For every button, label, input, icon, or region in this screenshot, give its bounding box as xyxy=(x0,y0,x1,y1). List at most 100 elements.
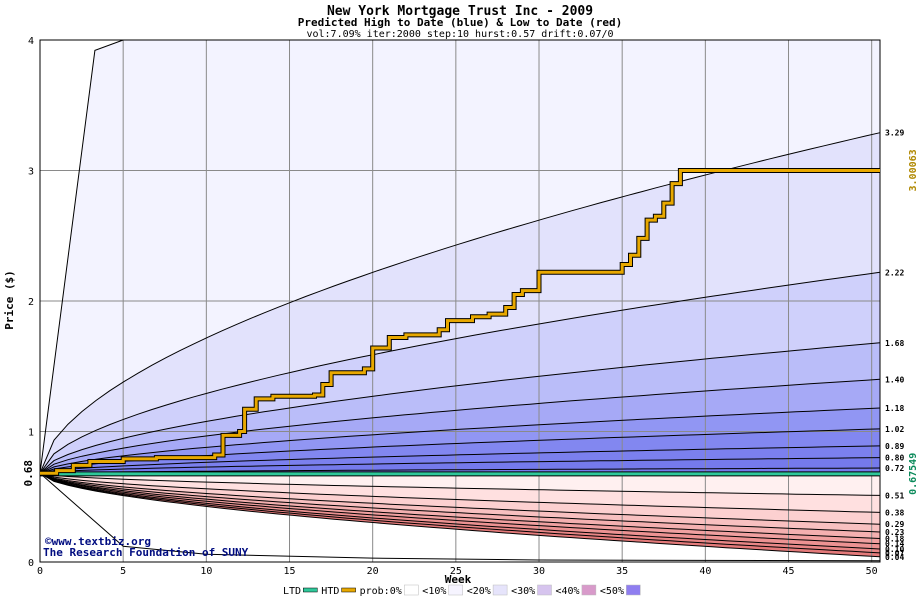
quantile-end-label: 1.68 xyxy=(885,339,904,348)
x-tick-label: 5 xyxy=(120,566,126,577)
ltd-value-label: 0.67549 xyxy=(908,453,919,495)
low-quantile-line-2 xyxy=(39,472,881,525)
start-price-label: 0.68 xyxy=(22,460,35,487)
quantile-end-label: 0.72 xyxy=(885,464,904,473)
legend-label: prob:0% xyxy=(360,586,402,597)
quantile-end-label: 1.02 xyxy=(885,425,904,434)
legend-swatch xyxy=(626,584,641,596)
x-tick-label: 50 xyxy=(866,566,878,577)
x-tick-label: 10 xyxy=(200,566,212,577)
high-quantile-line-2 xyxy=(39,342,881,474)
x-tick-label: 35 xyxy=(616,566,628,577)
legend-label: LTD xyxy=(283,586,301,597)
quantile-end-label: 0.89 xyxy=(885,442,904,451)
htd-value-label: 3.00063 xyxy=(908,149,919,191)
legend-label: <10% xyxy=(422,586,446,597)
legend-swatch xyxy=(448,584,463,596)
high-band-2 xyxy=(40,272,880,474)
high-quantile-line-0 xyxy=(39,132,881,474)
chart-title: New York Mortgage Trust Inc - 2009 xyxy=(327,4,593,19)
legend-swatch xyxy=(581,584,597,596)
x-tick-label: 30 xyxy=(533,566,545,577)
chart-subtitle: Predicted High to Date (blue) & Low to D… xyxy=(298,16,623,29)
x-tick-label: 15 xyxy=(283,566,295,577)
legend-swatch xyxy=(404,584,419,596)
quantile-end-label: 1.18 xyxy=(885,404,904,413)
high-band-0 xyxy=(40,40,880,474)
y-tick-label: 0 xyxy=(28,558,34,569)
watermark-org: The Research Foundation of SUNY xyxy=(43,546,249,559)
plot-area: 0 5 10 15 20 25 30 35 40 45 50 0 1 2 3 4 3.29 2.22 1.68 1.4… xyxy=(22,36,919,577)
y-tick-label: 2 xyxy=(28,297,34,308)
legend-label: <20% xyxy=(467,586,491,597)
legend-label: <40% xyxy=(556,586,580,597)
low-band-1 xyxy=(40,473,880,513)
x-tick-label: 0 xyxy=(37,566,43,577)
low-quantile-line-4 xyxy=(39,472,881,539)
high-band-8 xyxy=(40,457,880,474)
quantile-end-label: 0.38 xyxy=(885,508,904,517)
quantile-end-label: 0.10 xyxy=(885,545,904,554)
quantile-end-label: 0.23 xyxy=(885,528,904,537)
high-quantile-line-6 xyxy=(39,445,881,474)
low-quantile-line-1 xyxy=(39,472,881,513)
low-envelope-line xyxy=(39,472,881,562)
high-quantile-line-4 xyxy=(39,407,881,474)
low-band-tail xyxy=(40,473,880,561)
quantile-end-label: 2.22 xyxy=(885,268,904,277)
y-tick-label: 3 xyxy=(28,167,34,178)
low-band-0 xyxy=(40,473,880,496)
x-tick-label: 20 xyxy=(367,566,379,577)
legend: LTD HTD prob:0% <10% <20% <30% <40% <50% xyxy=(283,584,641,597)
low-band-2 xyxy=(40,473,880,525)
legend-swatch xyxy=(537,584,552,596)
plot-frame xyxy=(39,39,881,563)
quantile-end-label: 0.29 xyxy=(885,520,904,529)
legend-label: <30% xyxy=(511,586,535,597)
quantile-end-label: 3.29 xyxy=(885,129,904,138)
low-quantile-line-5 xyxy=(39,472,881,545)
high-band-5 xyxy=(40,408,880,474)
low-band-3 xyxy=(40,473,880,532)
high-quantile-line-3 xyxy=(39,378,881,474)
high-quantile-line-1 xyxy=(39,271,881,474)
quantile-end-label: 0.07 xyxy=(885,549,904,558)
x-tick-label: 25 xyxy=(450,566,462,577)
x-tick-label: 45 xyxy=(782,566,794,577)
quantile-end-label: 1.40 xyxy=(885,375,904,384)
legend-label: HTD xyxy=(321,586,339,597)
legend-swatch xyxy=(341,587,356,593)
htd-line xyxy=(40,169,880,475)
low-quantile-line-3 xyxy=(39,472,881,533)
low-quantile-line-7 xyxy=(39,472,881,554)
high-band-4 xyxy=(40,379,880,474)
high-envelope-line xyxy=(39,39,124,474)
y-tick-label: 1 xyxy=(28,428,34,439)
low-band-5 xyxy=(40,473,880,544)
low-quantile-line-8 xyxy=(39,472,881,558)
legend-swatch xyxy=(303,587,318,593)
high-band-3 xyxy=(40,342,880,474)
quantile-end-label: 0.51 xyxy=(885,491,904,500)
y-tick-label: 4 xyxy=(28,36,34,47)
watermark-url: ©www.textbiz.org xyxy=(45,535,151,548)
x-axis-label: Week xyxy=(445,573,472,586)
legend-swatch xyxy=(492,584,508,596)
low-band-6 xyxy=(40,473,880,549)
high-band-6 xyxy=(40,428,880,474)
y-axis-label: Price ($) xyxy=(3,270,16,330)
quantile-end-label: 0.80 xyxy=(885,454,904,463)
quantile-end-label: 0.14 xyxy=(885,540,904,549)
low-quantile-line-6 xyxy=(39,472,881,550)
chart-params: vol:7.09% iter:2000 step:10 hurst:0.57 d… xyxy=(306,29,613,40)
high-quantile-line-7 xyxy=(39,457,881,474)
high-band-1 xyxy=(40,132,880,474)
low-quantile-line-0 xyxy=(39,472,881,496)
x-tick-label: 40 xyxy=(699,566,711,577)
quantile-end-label: 0.18 xyxy=(885,535,904,544)
legend-label: <50% xyxy=(600,586,624,597)
high-band-7 xyxy=(40,445,880,474)
quantile-end-label: 0.04 xyxy=(885,553,904,562)
